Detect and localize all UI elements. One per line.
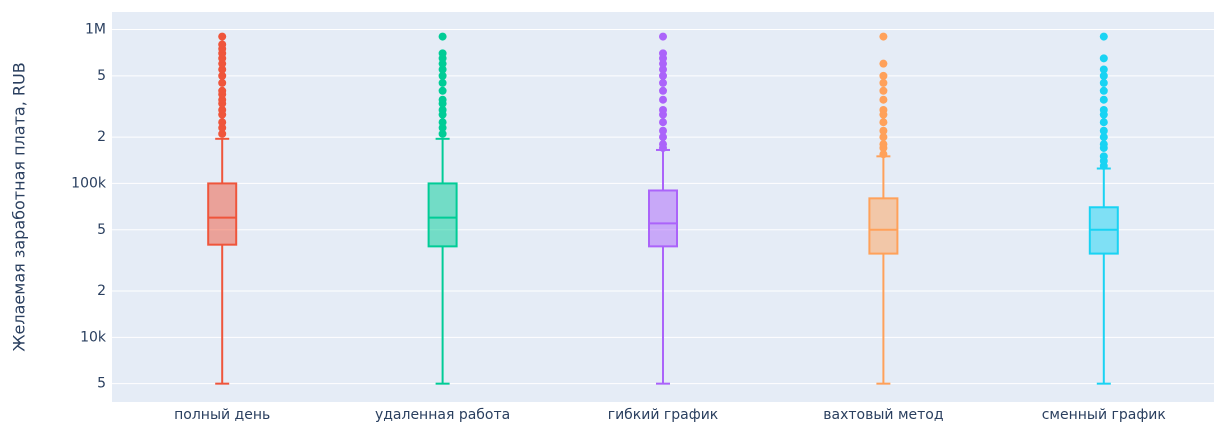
outlier: [1099, 152, 1108, 161]
outlier: [1099, 78, 1108, 87]
y-tick-label: 1M: [85, 22, 106, 38]
outlier: [879, 95, 888, 104]
outlier: [659, 71, 667, 80]
outlier: [438, 118, 447, 127]
outlier: [879, 59, 888, 68]
outlier: [659, 32, 667, 41]
outlier: [218, 106, 227, 115]
outlier: [438, 123, 447, 132]
outlier: [879, 140, 888, 149]
outlier: [438, 49, 447, 58]
outlier: [1099, 65, 1108, 74]
outlier: [879, 106, 888, 115]
outlier: [218, 129, 227, 138]
outlier: [438, 65, 447, 74]
outlier: [659, 133, 667, 142]
outlier: [659, 78, 667, 87]
outlier: [218, 95, 227, 104]
outlier: [1099, 106, 1108, 115]
outlier: [1099, 32, 1108, 41]
outlier: [659, 126, 667, 135]
outlier: [659, 65, 667, 74]
outlier: [218, 32, 227, 41]
outlier: [218, 118, 227, 127]
outlier: [218, 71, 227, 80]
y-axis-title: Желаемая заработная плата, RUB: [10, 62, 29, 351]
outlier: [218, 40, 227, 49]
outlier: [879, 126, 888, 135]
x-tick-label: гибкий график: [608, 407, 719, 423]
outlier: [879, 32, 888, 41]
box: [427, 182, 458, 248]
outlier: [218, 78, 227, 87]
outlier: [1099, 133, 1108, 142]
outlier: [1099, 140, 1108, 149]
y-tick-label: 5: [97, 68, 106, 84]
outlier: [438, 78, 447, 87]
outlier: [438, 95, 447, 104]
outlier: [659, 49, 667, 58]
outlier: [1099, 71, 1108, 80]
outlier: [879, 78, 888, 87]
outlier: [879, 150, 888, 159]
outlier: [1099, 95, 1108, 104]
outlier: [218, 65, 227, 74]
outlier: [879, 86, 888, 95]
outlier: [438, 86, 447, 95]
outlier: [1099, 86, 1108, 95]
x-tick-label: полный день: [174, 407, 270, 423]
outlier: [659, 106, 667, 115]
outlier: [438, 129, 447, 138]
y-tick-label: 2: [97, 283, 106, 299]
outlier: [659, 118, 667, 127]
y-tick-label: 10k: [80, 329, 107, 345]
outlier: [879, 133, 888, 142]
outlier: [879, 71, 888, 80]
y-tick-label: 5: [97, 222, 106, 238]
outlier: [218, 86, 227, 95]
outlier: [1099, 118, 1108, 127]
outlier: [659, 86, 667, 95]
outlier: [1099, 54, 1108, 63]
box: [868, 197, 899, 255]
x-tick-label: удаленная работа: [375, 407, 510, 423]
box: [648, 189, 678, 248]
outlier: [218, 123, 227, 132]
outlier: [879, 118, 888, 127]
y-tick-label: 2: [97, 129, 106, 145]
outlier: [438, 106, 447, 115]
outlier: [1099, 126, 1108, 135]
box: [207, 182, 238, 246]
y-tick-label: 100k: [71, 175, 107, 191]
outlier: [438, 32, 447, 41]
y-tick-label: 5: [97, 376, 106, 392]
outlier: [438, 71, 447, 80]
x-tick-label: вахтовый метод: [823, 407, 943, 423]
x-tick-label: сменный график: [1042, 407, 1166, 423]
outlier: [659, 140, 667, 149]
outlier: [659, 95, 667, 104]
